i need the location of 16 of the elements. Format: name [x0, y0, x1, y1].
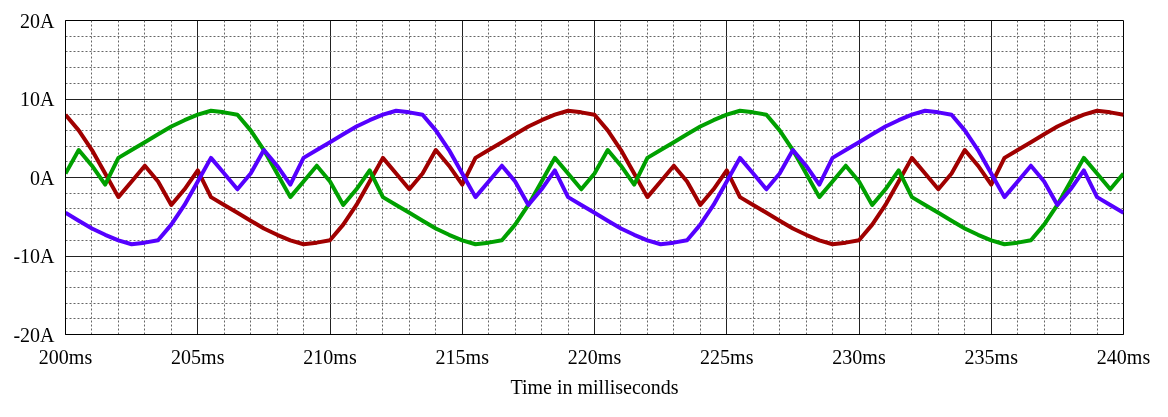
x-axis-title: Time in milliseconds [510, 375, 679, 398]
y-tick-label: -20A [13, 323, 56, 346]
y-tick-label: 10A [20, 88, 56, 110]
x-tick-label: 200ms [38, 345, 93, 368]
x-tick-label: 235ms [964, 345, 1019, 368]
x-tick-label: 210ms [303, 345, 357, 368]
x-tick-label: 215ms [435, 345, 490, 368]
y-tick-label: -10A [13, 245, 56, 267]
x-tick-label: 230ms [832, 345, 886, 368]
x-tick-label: 225ms [700, 345, 754, 368]
x-tick-label: 205ms [171, 345, 225, 368]
x-tick-label: 240ms [1096, 345, 1151, 368]
line-series [65, 108, 1124, 247]
y-tick-label: 20A [20, 9, 56, 32]
x-tick-label: 220ms [567, 345, 622, 368]
y-tick-label: 0A [30, 166, 56, 189]
